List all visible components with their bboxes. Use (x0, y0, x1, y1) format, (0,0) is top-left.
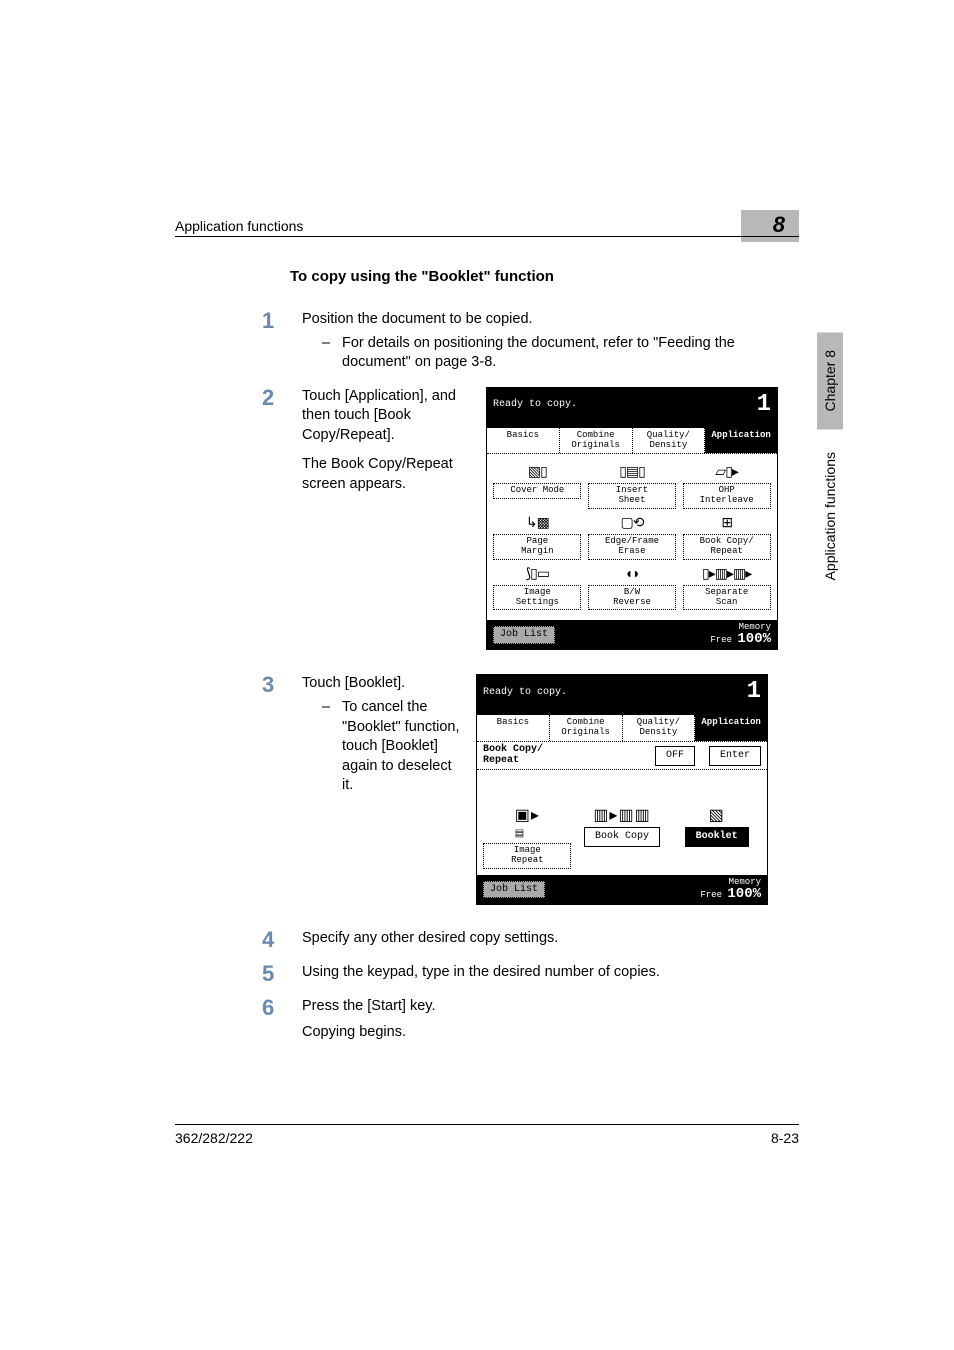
running-head: Application functions (175, 218, 303, 234)
book-copy-button[interactable]: Book Copy (584, 827, 660, 847)
step-1: 1 Position the document to be copied. – … (262, 310, 782, 373)
footer-page-number: 8-23 (771, 1130, 799, 1146)
separate-scan-icon: ▯▸▥▸▥▸ (702, 564, 751, 583)
footer-rule (175, 1124, 799, 1125)
step-subtext: To cancel the "Booklet" function, touch … (342, 698, 462, 796)
insert-sheet-button[interactable]: Insert Sheet (588, 483, 676, 509)
step-6: 6 Press the [Start] key. Copying begins. (262, 997, 782, 1042)
edge-frame-erase-button[interactable]: Edge/Frame Erase (588, 534, 676, 560)
lcd-status: Ready to copy. (493, 398, 577, 412)
enter-button[interactable]: Enter (709, 746, 761, 766)
step-3: 3 Touch [Booklet]. – To cancel the "Book… (262, 674, 782, 905)
bullet-dash: – (322, 334, 342, 373)
side-tab: Chapter 8 Application functions (816, 332, 844, 590)
edge-erase-icon: ▢⟲ (621, 513, 644, 532)
page-margin-button[interactable]: Page Margin (493, 534, 581, 560)
tab-quality[interactable]: Quality/ Density (623, 715, 696, 741)
image-settings-icon: ⟆▯▭ (526, 564, 549, 583)
side-chapter-label: Chapter 8 (817, 332, 843, 429)
book-copy-icon: ⊞ (721, 513, 732, 532)
step-number: 4 (262, 929, 302, 951)
step-text: Position the document to be copied. (302, 310, 782, 330)
step-text: Using the keypad, type in the desired nu… (302, 963, 782, 983)
step-number: 6 (262, 997, 302, 1042)
bw-reverse-button[interactable]: B/W Reverse (588, 585, 676, 611)
image-repeat-icon: ▣▸▤ (515, 808, 540, 840)
step-4: 4 Specify any other desired copy setting… (262, 929, 782, 951)
bw-reverse-icon: ◖◗ (625, 564, 640, 583)
tab-basics[interactable]: Basics (477, 715, 550, 741)
lcd-screen-booklet: Ready to copy. 1 Basics Combine Original… (476, 674, 768, 905)
ohp-interleave-button[interactable]: OHP Interleave (683, 483, 771, 509)
step-text: Touch [Application], and then touch [Boo… (302, 387, 472, 446)
lcd-copy-count: 1 (747, 680, 761, 704)
page-header: Application functions 8 (175, 210, 799, 242)
side-section-label: Application functions (817, 448, 843, 584)
step-2: 2 Touch [Application], and then touch [B… (262, 387, 782, 651)
job-list-button[interactable]: Job List (493, 626, 555, 644)
memory-indicator: Memory Free 100% (710, 623, 771, 646)
step-5: 5 Using the keypad, type in the desired … (262, 963, 782, 985)
booklet-icon: ▧ (709, 808, 725, 824)
booklet-button[interactable]: Booklet (685, 827, 749, 847)
step-number: 2 (262, 387, 302, 651)
cover-mode-button[interactable]: Cover Mode (493, 483, 581, 499)
lcd-screen-application: Ready to copy. 1 Basics Combine Original… (486, 387, 778, 651)
footer-model: 362/282/222 (175, 1130, 253, 1146)
tab-application[interactable]: Application (705, 428, 777, 454)
bullet-dash: – (322, 698, 342, 796)
lcd-status: Ready to copy. (483, 686, 567, 700)
lcd-copy-count: 1 (757, 393, 771, 417)
step-text: Press the [Start] key. (302, 997, 782, 1017)
step-text: Copying begins. (302, 1023, 782, 1043)
lcd-tabs: Basics Combine Originals Quality/ Densit… (477, 715, 767, 742)
tab-quality[interactable]: Quality/ Density (633, 428, 706, 454)
step-text: Touch [Booklet]. (302, 674, 462, 694)
tab-combine[interactable]: Combine Originals (550, 715, 623, 741)
page-margin-icon: ↳▩ (526, 513, 549, 532)
section-heading: To copy using the "Booklet" function (290, 268, 554, 285)
cover-mode-icon: ▧▯ (528, 462, 547, 481)
book-copy-repeat-label: Book Copy/ Repeat (483, 745, 543, 766)
lcd-tabs: Basics Combine Originals Quality/ Densit… (487, 428, 777, 455)
memory-indicator: Memory Free 100% (700, 878, 761, 901)
step-number: 1 (262, 310, 302, 373)
step-text: The Book Copy/Repeat screen appears. (302, 455, 472, 494)
tab-application[interactable]: Application (695, 715, 767, 741)
job-list-button[interactable]: Job List (483, 881, 545, 899)
book-copy-icon: ▥▸▥▥ (593, 808, 650, 824)
separate-scan-button[interactable]: Separate Scan (683, 585, 771, 611)
image-settings-button[interactable]: Image Settings (493, 585, 581, 611)
tab-basics[interactable]: Basics (487, 428, 560, 454)
page-footer: 362/282/222 8-23 (175, 1130, 799, 1146)
ohp-icon: ▱▯▸ (715, 462, 738, 481)
header-rule (175, 236, 799, 237)
chapter-badge: 8 (741, 210, 799, 242)
image-repeat-button[interactable]: Image Repeat (483, 843, 571, 869)
step-text: Specify any other desired copy settings. (302, 929, 782, 949)
tab-combine[interactable]: Combine Originals (560, 428, 633, 454)
off-button[interactable]: OFF (655, 746, 695, 766)
step-number: 3 (262, 674, 302, 905)
step-subtext: For details on positioning the document,… (342, 334, 782, 373)
book-copy-repeat-button[interactable]: Book Copy/ Repeat (683, 534, 771, 560)
step-number: 5 (262, 963, 302, 985)
insert-sheet-icon: ▯▤▯ (619, 462, 645, 481)
